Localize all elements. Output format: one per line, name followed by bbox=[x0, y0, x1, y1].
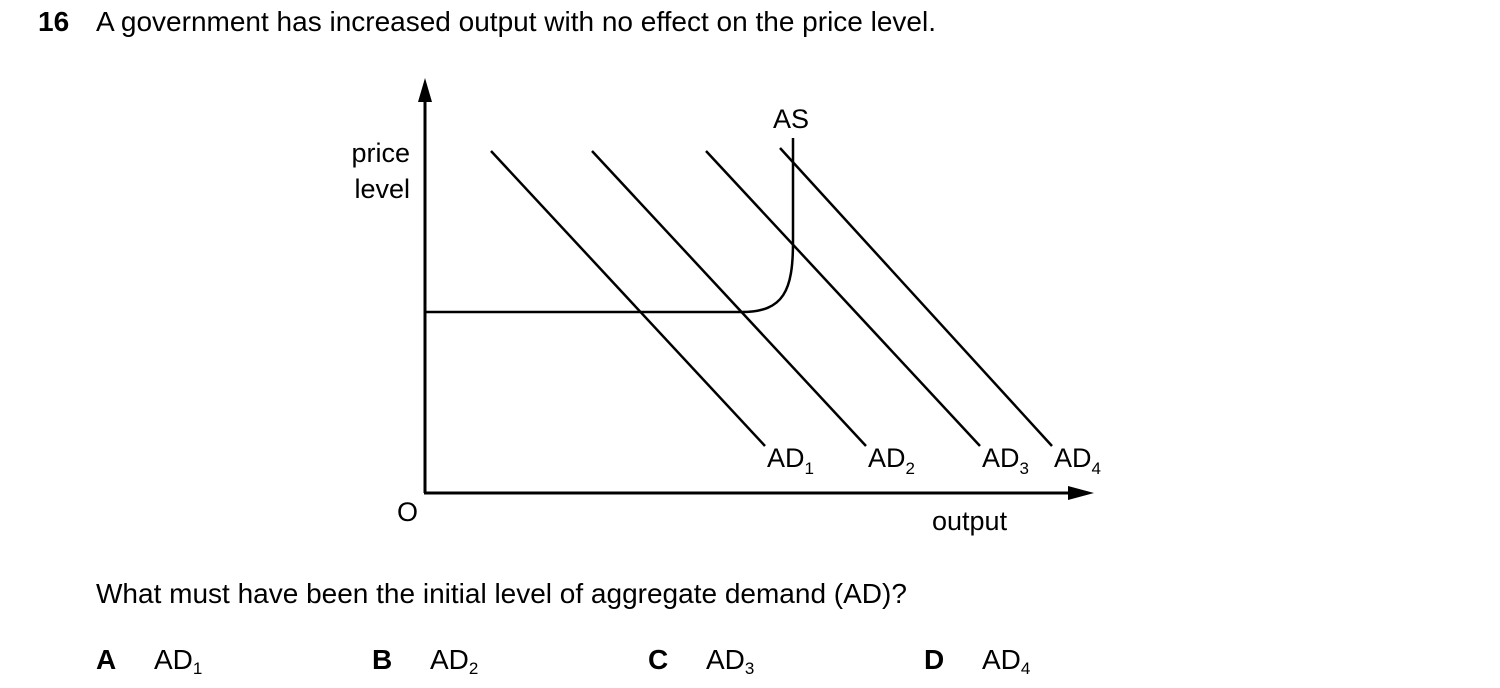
origin-label: O bbox=[397, 497, 418, 527]
y-axis-label-line1: price bbox=[351, 138, 410, 168]
ad1-curve bbox=[490, 150, 766, 447]
option-d[interactable]: D AD4 bbox=[924, 644, 1031, 678]
option-letter: A bbox=[96, 644, 117, 675]
ad3-label: AD3 bbox=[982, 443, 1029, 478]
option-label: AD bbox=[430, 644, 469, 675]
option-subscript: 2 bbox=[468, 659, 479, 678]
option-b[interactable]: B AD2 bbox=[372, 644, 479, 678]
question-number: 16 bbox=[38, 6, 70, 37]
option-label: AD bbox=[982, 644, 1021, 675]
option-label: AD bbox=[154, 644, 193, 675]
option-a[interactable]: A AD1 bbox=[96, 644, 203, 678]
ad4-label: AD4 bbox=[1054, 443, 1101, 478]
option-label: AD bbox=[706, 644, 745, 675]
option-letter: B bbox=[372, 644, 393, 675]
question-prompt: What must have been the initial level of… bbox=[96, 578, 907, 609]
as-label: AS bbox=[773, 104, 809, 134]
option-subscript: 1 bbox=[192, 659, 203, 678]
question-stem: A government has increased output with n… bbox=[96, 6, 936, 37]
option-letter: D bbox=[924, 644, 945, 675]
ad2-label: AD2 bbox=[868, 443, 915, 478]
option-letter: C bbox=[648, 644, 669, 675]
option-subscript: 4 bbox=[1020, 659, 1031, 678]
y-axis-arrowhead bbox=[418, 78, 432, 102]
y-axis-label-line2: level bbox=[354, 174, 410, 204]
ad2-curve bbox=[591, 150, 867, 447]
ad1-label: AD1 bbox=[767, 443, 814, 478]
ad4-curve bbox=[779, 147, 1053, 447]
ad3-curve bbox=[705, 150, 981, 447]
option-c[interactable]: C AD3 bbox=[648, 644, 755, 678]
x-axis-arrowhead bbox=[1068, 486, 1094, 500]
x-axis-label: output bbox=[932, 506, 1008, 536]
option-subscript: 3 bbox=[744, 659, 755, 678]
as-curve bbox=[425, 138, 795, 314]
